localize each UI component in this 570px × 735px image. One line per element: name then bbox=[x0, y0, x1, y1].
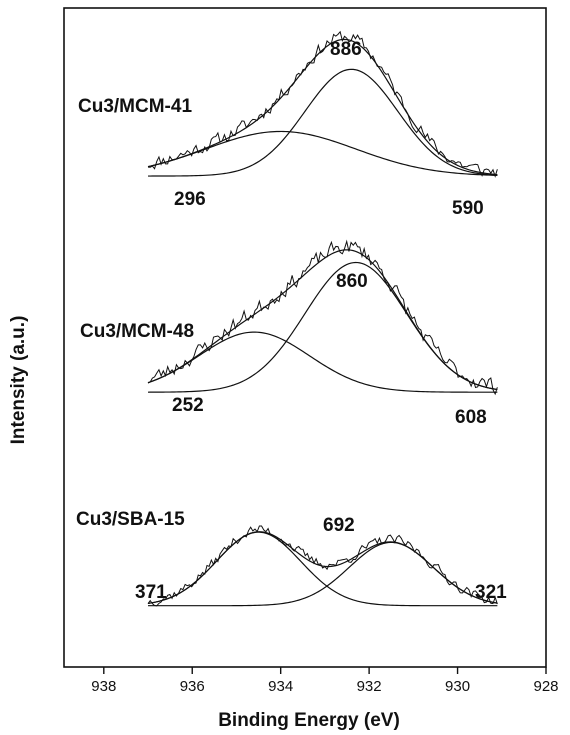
spectra-curves bbox=[147, 30, 498, 607]
x-tick-label: 932 bbox=[357, 678, 382, 695]
x-tick-label: 930 bbox=[445, 678, 470, 695]
panel-label-sba15: Cu3/SBA-15 bbox=[76, 509, 185, 530]
plot-frame bbox=[63, 7, 547, 668]
raw-data-curve bbox=[147, 525, 498, 607]
component-label-mcm48-2: 608 bbox=[455, 407, 487, 428]
x-tick-label: 938 bbox=[91, 678, 116, 695]
x-axis-ticks: 938 936 934 932 930 928 bbox=[91, 667, 559, 695]
x-tick-label: 928 bbox=[533, 678, 558, 695]
envelope-label-mcm41: 886 bbox=[330, 39, 362, 60]
y-axis-title: Intensity (a.u.) bbox=[8, 316, 29, 445]
component-label-mcm48-1: 252 bbox=[172, 395, 204, 416]
raw-data-curve bbox=[147, 30, 498, 178]
envelope-curve bbox=[147, 38, 498, 176]
envelope-label-mcm48: 860 bbox=[336, 271, 368, 292]
annotations: Cu3/MCM-41 Cu3/MCM-48 Cu3/SBA-15 886 296… bbox=[76, 39, 507, 603]
envelope-curve bbox=[147, 249, 498, 391]
raw-data-curve bbox=[147, 239, 498, 396]
x-tick-label: 936 bbox=[180, 678, 205, 695]
x-axis-title: Binding Energy (eV) bbox=[218, 710, 400, 731]
component-label-sba15-1: 371 bbox=[135, 582, 167, 603]
component-curve bbox=[147, 331, 498, 393]
component-curve bbox=[147, 130, 498, 176]
x-tick-label: 934 bbox=[268, 678, 293, 695]
component-label-mcm41-1: 296 bbox=[174, 189, 206, 210]
envelope-label-sba15: 692 bbox=[323, 515, 355, 536]
component-label-mcm41-2: 590 bbox=[452, 198, 484, 219]
envelope-curve bbox=[147, 531, 498, 605]
component-curve bbox=[147, 531, 498, 607]
component-curve bbox=[148, 261, 498, 393]
component-curve bbox=[148, 68, 498, 177]
component-label-sba15-2: 321 bbox=[475, 582, 507, 603]
panel-label-mcm41: Cu3/MCM-41 bbox=[78, 96, 192, 117]
panel-label-mcm48: Cu3/MCM-48 bbox=[80, 321, 194, 342]
